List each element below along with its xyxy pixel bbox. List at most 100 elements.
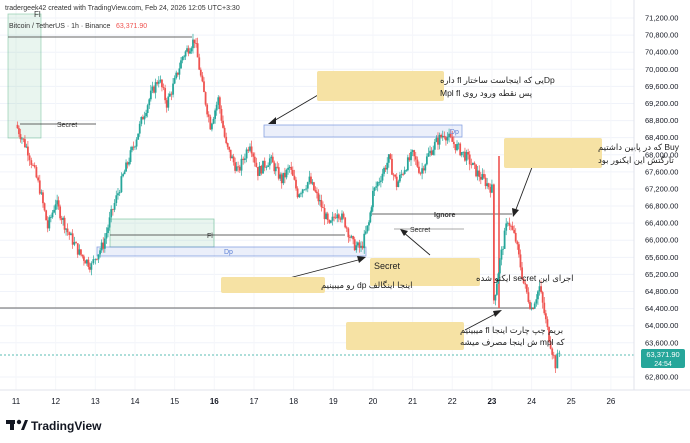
candle-body xyxy=(96,258,98,260)
candle-body xyxy=(26,146,29,156)
candle-body xyxy=(162,87,165,89)
candle-body xyxy=(384,167,387,170)
candle-body xyxy=(435,137,438,142)
last-price-value: 63,371.90 xyxy=(646,350,679,359)
x-tick-label: 23 xyxy=(487,397,496,406)
y-tick-label: 67,600.00 xyxy=(645,167,678,176)
price-axis[interactable]: 71,200.00 70,800.00 70,400.00 70,000.00 69,6… xyxy=(645,14,678,382)
candle-body xyxy=(175,72,178,79)
arrow-head-4 xyxy=(357,256,366,263)
note-box-2[interactable] xyxy=(504,138,602,168)
dp-zone-label-top: Dp xyxy=(450,129,459,136)
candle-body xyxy=(317,193,320,202)
candle-body xyxy=(438,134,441,145)
candle-body xyxy=(551,348,554,355)
candle-body xyxy=(94,258,97,260)
candle-body xyxy=(81,254,84,257)
note-box-5[interactable] xyxy=(346,322,464,350)
arrow-head-1 xyxy=(268,117,276,124)
candle-body xyxy=(223,127,226,137)
fl-zone-left[interactable] xyxy=(7,13,42,139)
candle-body xyxy=(271,156,274,163)
candle-body xyxy=(107,227,109,234)
candle-body xyxy=(253,156,256,163)
note-box-3[interactable] xyxy=(370,258,480,286)
note-5-line-2: که mpl ش اینجا مصرف میشه xyxy=(460,337,565,347)
candle-body xyxy=(381,173,384,181)
candle-body xyxy=(247,149,250,151)
note-box-4[interactable] xyxy=(221,277,325,293)
x-tick-label: 13 xyxy=(91,397,100,406)
note-1-line-2: پس نقطه ورود روی Mpl fl xyxy=(440,88,533,98)
candle-body xyxy=(231,156,234,159)
candle-body xyxy=(440,134,443,138)
y-tick-label: 65,600.00 xyxy=(645,253,678,262)
x-tick-label: 22 xyxy=(448,397,457,406)
candle-body xyxy=(313,182,315,191)
y-tick-label: 63,600.00 xyxy=(645,338,678,347)
candle-body xyxy=(479,176,482,180)
candle-body xyxy=(168,93,171,97)
candle-body xyxy=(120,176,123,193)
candle-body xyxy=(76,243,79,255)
candle-body xyxy=(300,193,302,195)
candle-body xyxy=(138,123,141,134)
candle-body xyxy=(514,232,517,242)
candle-body xyxy=(249,146,251,151)
dp-zone-bottom[interactable] xyxy=(96,246,367,257)
candle-body xyxy=(521,267,523,279)
candle-body xyxy=(296,188,299,198)
y-tick-label: 71,200.00 xyxy=(645,14,678,23)
candle-body xyxy=(143,116,146,120)
candle-body xyxy=(209,116,212,130)
candle-body xyxy=(117,193,119,196)
note-1-line-1: Dpیی که اینجاست ساختار fl داره xyxy=(440,75,555,85)
candle-body xyxy=(370,207,373,213)
candle-body xyxy=(268,158,271,166)
candle-body xyxy=(240,158,243,171)
candle-body xyxy=(402,173,404,175)
candle-body xyxy=(148,99,151,106)
candle-body xyxy=(142,116,144,120)
candle-body xyxy=(270,156,273,159)
candle-body xyxy=(462,151,465,153)
secret-level-label: Secret xyxy=(57,122,77,129)
candle-body xyxy=(257,167,259,176)
candle-body xyxy=(475,164,477,177)
candle-body xyxy=(355,245,358,251)
candle-body xyxy=(35,167,38,178)
candle-body xyxy=(366,225,369,232)
candle-body xyxy=(250,146,253,154)
dp-zone-top[interactable] xyxy=(263,124,463,138)
candle-body xyxy=(452,141,455,145)
candle-body xyxy=(427,153,430,157)
candle-body xyxy=(506,222,509,224)
candle-body xyxy=(118,192,121,194)
x-tick-label: 21 xyxy=(408,397,417,406)
candle-body xyxy=(129,150,132,163)
candle-body xyxy=(100,242,103,251)
candle-body xyxy=(383,167,385,174)
fl-level-label: Fl xyxy=(207,233,213,240)
note-box-1[interactable] xyxy=(317,71,444,101)
candle-body xyxy=(19,134,22,140)
candle-body xyxy=(134,146,136,148)
candle-body xyxy=(363,233,366,249)
candle-body xyxy=(135,139,138,147)
candle-body xyxy=(291,169,294,176)
candle-body xyxy=(328,219,331,223)
candle-body xyxy=(403,170,406,174)
arrow-note-5 xyxy=(464,311,500,331)
candle-body xyxy=(451,136,454,142)
candle-body xyxy=(59,206,62,219)
fl-zone-mid[interactable] xyxy=(109,218,215,248)
candle-body xyxy=(262,160,264,174)
candle-body xyxy=(471,162,474,165)
candle-body xyxy=(540,286,542,293)
candle-body xyxy=(88,267,91,270)
candle-body xyxy=(554,355,557,369)
candle-body xyxy=(206,104,209,115)
candle-body xyxy=(416,159,419,167)
time-axis[interactable]: 11 12 13 14 15 16 17 18 19 20 21 22 23 24 25 26 xyxy=(12,397,616,406)
